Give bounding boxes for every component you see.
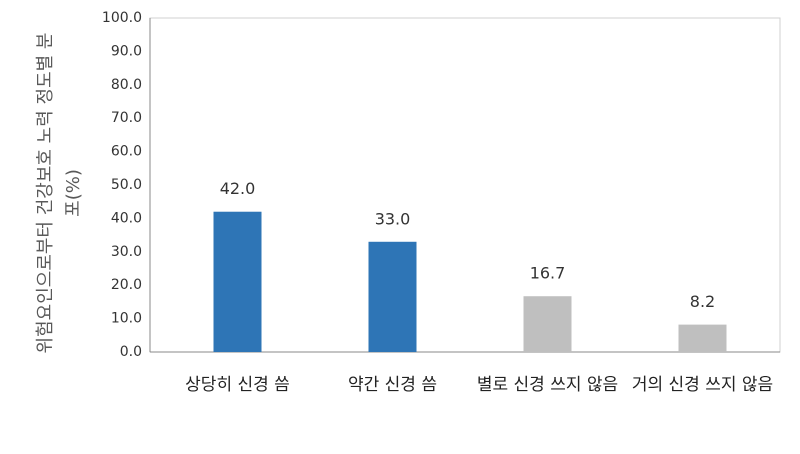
bar: [213, 211, 262, 352]
y-tick-label: 60.0: [111, 144, 142, 160]
y-tick-label: 50.0: [111, 177, 142, 193]
y-tick-label: 80.0: [111, 77, 142, 93]
y-tick-label: 70.0: [111, 110, 142, 126]
y-tick-label: 20.0: [111, 277, 142, 293]
bar: [678, 324, 727, 352]
y-tick-label: 30.0: [111, 244, 142, 260]
data-label: 16.7: [530, 264, 566, 283]
y-tick-label: 90.0: [111, 43, 142, 59]
data-label: 33.0: [375, 209, 411, 228]
data-label: 42.0: [220, 179, 256, 198]
y-tick-label: 40.0: [111, 210, 142, 226]
y-axis-label: 위험요인으로부터 건강보호 노력 정도별 분포(%): [35, 32, 84, 354]
data-label: 8.2: [690, 292, 715, 311]
x-tick-label: 별로 신경 쓰지 않음: [476, 375, 619, 395]
y-tick-label: 100.0: [102, 10, 142, 26]
bar: [523, 296, 572, 352]
x-tick-label: 거의 신경 쓰지 않음: [631, 375, 774, 395]
y-tick-label: 10.0: [111, 311, 142, 327]
x-tick-label: 상당히 신경 씀: [185, 375, 290, 395]
x-tick-label: 약간 신경 씀: [347, 375, 437, 395]
y-tick-label: 0.0: [120, 344, 142, 360]
bar: [368, 241, 417, 352]
